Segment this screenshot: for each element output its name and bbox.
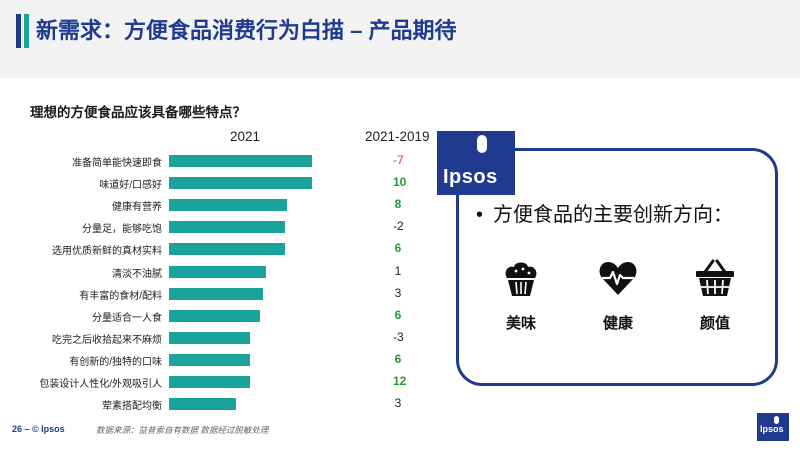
bar-2021 [169, 199, 288, 212]
bar-2021 [169, 177, 312, 190]
category-label: 清淡不油腻 [112, 268, 162, 280]
diff-value: 6 [394, 307, 402, 322]
category-label: 荤素搭配均衡 [102, 401, 162, 413]
category-label: 健康有营养 [112, 202, 162, 214]
innovation-title-text: 方便食品的主要创新方向： [493, 204, 734, 226]
column-header-diff: 2021-2019 [365, 129, 430, 144]
diff-value: 3 [394, 396, 402, 411]
category-label: 准备简单能快速即食 [72, 158, 162, 169]
bar-2021 [169, 265, 266, 278]
header-accent-bar-blue [16, 14, 21, 48]
category-label: 味道好/口感好 [99, 180, 162, 192]
diff-value: 1 [394, 263, 402, 278]
diff-value: 3 [394, 285, 402, 300]
cupcake-icon [499, 256, 543, 300]
category-label: 选用优质新鲜的真材实料 [52, 246, 162, 258]
bar-2021 [169, 309, 261, 322]
ipsos-logo-small: Ipsos [757, 413, 789, 441]
heart-pulse-icon [596, 256, 640, 300]
category-label: 分量适合一人食 [92, 312, 162, 324]
bar-2021 [169, 155, 312, 167]
logo-person-shape [477, 135, 487, 153]
logo-text: Ipsos [443, 166, 498, 188]
category-label: 分量足，能够吃饱 [82, 224, 162, 236]
diff-value: 10 [393, 175, 407, 190]
chart-question: 理想的方便食品应该具备哪些特点？ [30, 105, 246, 120]
diff-value: -7 [393, 153, 404, 167]
logo-small-person [774, 416, 779, 424]
page-title: 新需求：方便食品消费行为白描 – 产品期待 [36, 18, 457, 43]
bar-2021 [169, 243, 285, 256]
bar-2021 [169, 376, 250, 388]
bullet-dot: • [476, 204, 484, 226]
footer-source: 数据来源：益普索自有数据 数据经过脱敏处理 [96, 425, 269, 435]
bar-2021 [169, 353, 250, 366]
diff-value: 6 [394, 351, 402, 366]
ipsos-logo: Ipsos [437, 125, 515, 195]
bar-2021 [169, 331, 250, 344]
diff-value: 8 [394, 197, 402, 212]
category-label: 有创新的/独特的口味 [69, 356, 162, 368]
footer-page-number: 26 – © Ipsos [12, 424, 65, 434]
logo-small-text: Ipsos [760, 424, 784, 434]
category-label: 包装设计人性化/外观吸引人 [39, 379, 162, 390]
innovation-label-health: 健康 [602, 315, 633, 332]
bar-2021 [169, 221, 285, 234]
bar-2021 [169, 398, 237, 411]
innovation-title: • 方便食品的主要创新方向： [476, 198, 733, 227]
column-header-2021: 2021 [230, 129, 261, 144]
diff-value: -3 [393, 329, 404, 344]
header-accent-bar-teal [24, 14, 29, 48]
innovation-label-looks: 颜值 [699, 315, 730, 332]
innovation-label-taste: 美味 [505, 315, 536, 332]
diff-value: 12 [393, 374, 407, 388]
category-label: 有丰富的食材/配料 [79, 290, 162, 302]
diff-value: 6 [394, 241, 402, 256]
diff-value: -2 [393, 219, 404, 234]
category-label: 吃完之后收拾起来不麻烦 [52, 334, 162, 346]
logo-notch [437, 125, 515, 131]
bar-2021 [169, 287, 264, 300]
header-band: 新需求：方便食品消费行为白描 – 产品期待 [0, 0, 800, 78]
basket-icon [693, 256, 737, 300]
